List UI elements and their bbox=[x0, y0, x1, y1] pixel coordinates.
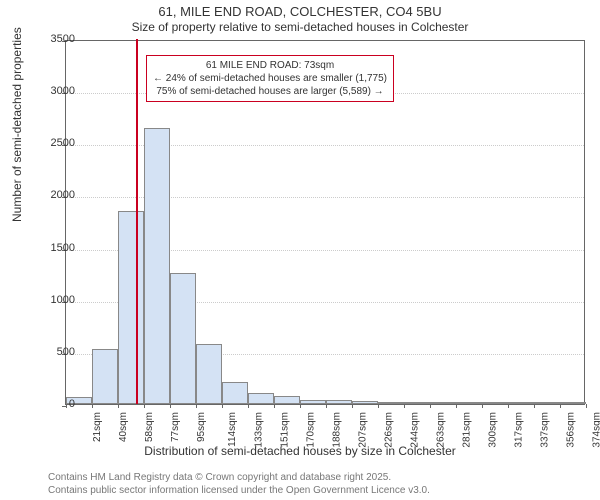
histogram-bar bbox=[404, 402, 430, 404]
histogram-bar bbox=[222, 382, 248, 404]
x-tick-label: 21sqm bbox=[92, 412, 103, 442]
histogram-bar bbox=[430, 402, 456, 404]
x-tick-label: 58sqm bbox=[144, 412, 155, 442]
histogram-bar bbox=[560, 402, 586, 404]
reference-line bbox=[136, 39, 138, 404]
x-tick-label: 300sqm bbox=[488, 412, 499, 448]
plot-area: 61 MILE END ROAD: 73sqm← 24% of semi-det… bbox=[65, 40, 585, 405]
x-tick-mark bbox=[144, 404, 145, 408]
x-tick-label: 170sqm bbox=[306, 412, 317, 448]
x-tick-mark bbox=[482, 404, 483, 408]
histogram-bar bbox=[248, 393, 274, 404]
histogram-bar bbox=[92, 349, 118, 404]
x-tick-mark bbox=[300, 404, 301, 408]
annotation-box: 61 MILE END ROAD: 73sqm← 24% of semi-det… bbox=[146, 55, 394, 102]
chart-title-main: 61, MILE END ROAD, COLCHESTER, CO4 5BU bbox=[0, 4, 600, 19]
histogram-bar bbox=[456, 402, 482, 404]
attribution-footer: Contains HM Land Registry data © Crown c… bbox=[48, 471, 430, 497]
y-tick-label: 3500 bbox=[35, 33, 75, 45]
x-tick-label: 95sqm bbox=[196, 412, 207, 442]
x-tick-label: 281sqm bbox=[462, 412, 473, 448]
annotation-line-1: 61 MILE END ROAD: 73sqm bbox=[153, 59, 387, 72]
y-tick-label: 500 bbox=[35, 346, 75, 358]
x-tick-label: 226sqm bbox=[384, 412, 395, 448]
x-tick-mark bbox=[456, 404, 457, 408]
x-tick-mark bbox=[170, 404, 171, 408]
histogram-bar bbox=[118, 211, 144, 404]
chart-container: 61 MILE END ROAD: 73sqm← 24% of semi-det… bbox=[65, 40, 585, 405]
y-axis-label: Number of semi-detached properties bbox=[10, 27, 24, 222]
x-tick-label: 207sqm bbox=[358, 412, 369, 448]
x-tick-label: 356sqm bbox=[566, 412, 577, 448]
y-tick-label: 3000 bbox=[35, 85, 75, 97]
x-tick-mark bbox=[534, 404, 535, 408]
x-tick-mark bbox=[248, 404, 249, 408]
x-tick-mark bbox=[274, 404, 275, 408]
x-tick-mark bbox=[118, 404, 119, 408]
x-tick-mark bbox=[352, 404, 353, 408]
histogram-bar bbox=[482, 402, 508, 404]
x-tick-label: 374sqm bbox=[592, 412, 600, 448]
x-tick-label: 40sqm bbox=[118, 412, 129, 442]
histogram-bar bbox=[378, 402, 404, 404]
x-axis-label: Distribution of semi-detached houses by … bbox=[0, 444, 600, 458]
histogram-bar bbox=[196, 344, 222, 404]
x-tick-mark bbox=[326, 404, 327, 408]
histogram-bar bbox=[300, 400, 326, 404]
x-tick-mark bbox=[222, 404, 223, 408]
y-tick-label: 2000 bbox=[35, 189, 75, 201]
y-tick-label: 1000 bbox=[35, 294, 75, 306]
histogram-bar bbox=[144, 128, 170, 404]
x-tick-mark bbox=[378, 404, 379, 408]
x-tick-mark bbox=[586, 404, 587, 408]
x-tick-label: 133sqm bbox=[254, 412, 265, 448]
x-tick-label: 77sqm bbox=[170, 412, 181, 442]
histogram-bar bbox=[352, 401, 378, 404]
x-tick-mark bbox=[560, 404, 561, 408]
histogram-bar bbox=[534, 402, 560, 404]
x-tick-mark bbox=[404, 404, 405, 408]
chart-title-sub: Size of property relative to semi-detach… bbox=[0, 20, 600, 34]
x-tick-label: 263sqm bbox=[436, 412, 447, 448]
x-tick-label: 151sqm bbox=[280, 412, 291, 448]
annotation-line-3: 75% of semi-detached houses are larger (… bbox=[153, 85, 387, 98]
x-tick-mark bbox=[92, 404, 93, 408]
x-tick-mark bbox=[430, 404, 431, 408]
annotation-line-2: ← 24% of semi-detached houses are smalle… bbox=[153, 72, 387, 85]
footer-line-1: Contains HM Land Registry data © Crown c… bbox=[48, 471, 430, 484]
y-tick-label: 2500 bbox=[35, 137, 75, 149]
histogram-bar bbox=[274, 396, 300, 404]
histogram-bar bbox=[508, 402, 534, 404]
footer-line-2: Contains public sector information licen… bbox=[48, 484, 430, 497]
x-tick-label: 188sqm bbox=[332, 412, 343, 448]
x-tick-label: 317sqm bbox=[514, 412, 525, 448]
x-tick-mark bbox=[196, 404, 197, 408]
y-tick-label: 1500 bbox=[35, 242, 75, 254]
histogram-bar bbox=[326, 400, 352, 404]
x-tick-label: 337sqm bbox=[540, 412, 551, 448]
x-tick-label: 244sqm bbox=[410, 412, 421, 448]
x-tick-mark bbox=[508, 404, 509, 408]
histogram-bar bbox=[170, 273, 196, 404]
y-tick-label: 0 bbox=[35, 398, 75, 410]
x-tick-label: 114sqm bbox=[227, 412, 238, 447]
